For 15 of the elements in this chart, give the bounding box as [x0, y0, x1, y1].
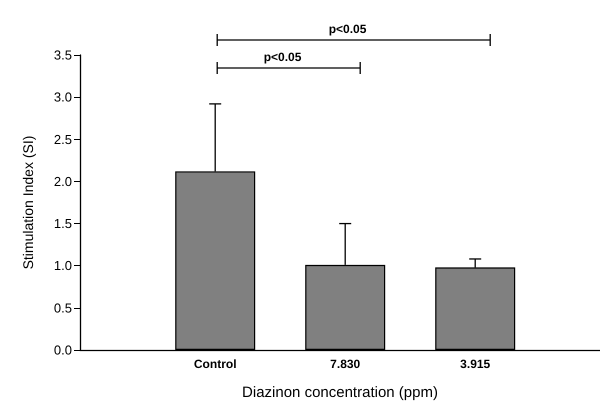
x-axis-title: Diazinon concentration (ppm) [242, 384, 438, 401]
y-axis-title: Stimulation Index (SI) [20, 136, 36, 270]
y-tick-label: 1.0 [54, 258, 72, 274]
x-tick-label: 7.830 [330, 357, 361, 371]
y-tick-label: 1.5 [54, 216, 72, 232]
y-tick-label: 2.5 [54, 132, 72, 147]
y-tick-label: 2.0 [54, 174, 72, 189]
annotation: p<0.05 [264, 50, 302, 64]
x-tick-label: Control [194, 357, 237, 371]
y-tick-label: 0.5 [54, 300, 72, 316]
y-tick-label: 0.0 [54, 342, 72, 358]
x-tick-label: 3.915 [460, 357, 491, 371]
y-tick-label: 3.0 [54, 90, 72, 105]
y-tick-label: 3.5 [54, 48, 72, 62]
text: p<0.05 [328, 22, 367, 36]
